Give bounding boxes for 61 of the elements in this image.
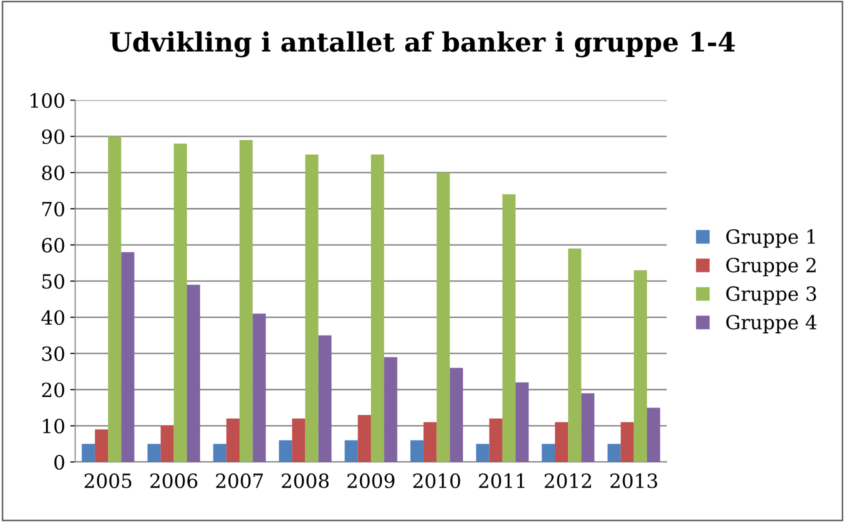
- bar: [436, 172, 450, 462]
- bar: [186, 284, 200, 462]
- legend-label: Gruppe 3: [726, 286, 816, 305]
- x-tick-label: 2009: [348, 473, 394, 488]
- x-tick-label: 2005: [84, 473, 132, 488]
- bar: [174, 144, 187, 462]
- x-tick-label: 2010: [413, 473, 460, 488]
- bar: [450, 368, 463, 462]
- y-tick-label: 50: [42, 274, 64, 289]
- bar: [305, 154, 318, 462]
- y-tick-label: 60: [42, 238, 64, 253]
- x-tick-label: 2007: [216, 473, 263, 488]
- bar: [502, 194, 516, 462]
- bar: [148, 444, 161, 462]
- bar: [384, 357, 398, 462]
- legend-label: Gruppe 4: [726, 314, 817, 334]
- bar: [292, 418, 306, 462]
- x-tick-label: 2008: [282, 473, 329, 488]
- bar: [581, 393, 594, 462]
- bar: [160, 426, 174, 462]
- y-tick-label: 80: [42, 166, 64, 180]
- chart-title: Udvikling i antallet af banker i gruppe 1-4: [110, 31, 735, 58]
- bar: [370, 154, 384, 462]
- bar: [424, 422, 437, 462]
- bar: [554, 422, 568, 462]
- bar: [94, 429, 108, 462]
- bar: [252, 314, 266, 462]
- bar: [82, 444, 95, 462]
- y-tick-label: 10: [43, 418, 64, 434]
- x-tick-label: 2006: [150, 473, 198, 488]
- x-tick-label: 2013: [610, 473, 658, 488]
- y-tick-label: 90: [42, 129, 64, 144]
- bar: [108, 136, 122, 462]
- bar: [620, 422, 634, 462]
- bar: [278, 440, 292, 462]
- legend-label: Gruppe 2: [726, 258, 816, 276]
- x-tick-label: 2012: [544, 473, 591, 488]
- bar: [121, 252, 134, 462]
- bar: [568, 248, 582, 462]
- bar: [240, 140, 253, 462]
- bar: [226, 418, 240, 462]
- y-tick-label: 70: [42, 202, 64, 216]
- bar: [542, 444, 555, 462]
- y-tick-label: 20: [42, 382, 64, 398]
- bar: [318, 335, 332, 462]
- bar: [344, 440, 358, 462]
- bar: [516, 382, 529, 462]
- y-tick-label: 40: [41, 310, 64, 325]
- legend-label: Gruppe 1: [726, 229, 815, 248]
- bar: [634, 270, 647, 462]
- bar: [489, 418, 502, 462]
- bar: [410, 440, 424, 462]
- bar: [213, 444, 226, 462]
- bar: [358, 414, 371, 462]
- y-tick-label: 0: [54, 454, 64, 470]
- bar: [646, 408, 660, 462]
- bar: [608, 444, 621, 462]
- x-tick-label: 2011: [478, 473, 524, 488]
- y-tick-label: 30: [42, 346, 64, 362]
- y-tick-label: 100: [30, 93, 64, 108]
- bar: [476, 444, 490, 462]
